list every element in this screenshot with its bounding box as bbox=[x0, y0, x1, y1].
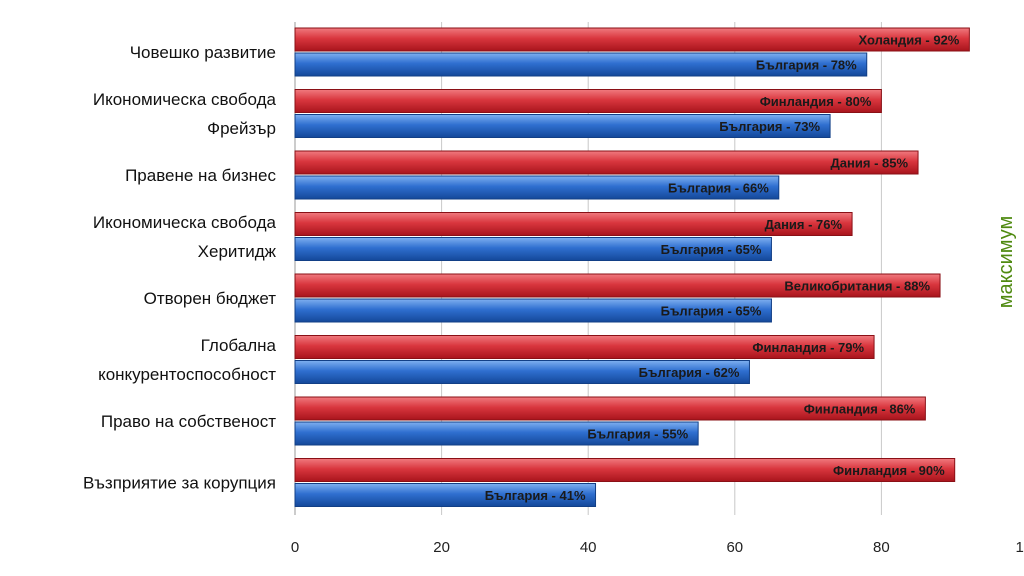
bar-data-label: България - 66% bbox=[668, 181, 769, 196]
bar-bulgaria bbox=[294, 52, 868, 77]
category-label: конкурентоспособност bbox=[98, 365, 276, 384]
bar-leader bbox=[294, 335, 875, 359]
bar-bulgaria bbox=[294, 421, 699, 446]
bar-data-label: България - 55% bbox=[587, 427, 688, 442]
category-label: Отворен бюджет bbox=[144, 289, 277, 308]
x-tick-label: 80 bbox=[873, 539, 890, 556]
category-label: Икономическа свобода bbox=[93, 90, 277, 109]
x-tick-labels: 0 20 40 60 80 100 bbox=[291, 539, 1024, 556]
bar-bulgaria bbox=[294, 298, 772, 323]
bar-bulgaria bbox=[294, 114, 831, 138]
bar-leader bbox=[294, 273, 941, 298]
bar-data-label: Финландия - 86% bbox=[804, 402, 916, 417]
bar-data-label: Финландия - 90% bbox=[833, 463, 945, 478]
category-label: Правене на бизнес bbox=[125, 166, 276, 185]
category-label: Човешко развитие bbox=[130, 43, 276, 62]
category-label: Фрейзър bbox=[207, 119, 276, 138]
x-tick-label: 100 bbox=[1015, 539, 1024, 556]
bar-data-label: България - 65% bbox=[661, 304, 762, 319]
bar-data-label: Дания - 85% bbox=[831, 156, 909, 171]
bar-data-label: България - 41% bbox=[485, 488, 586, 503]
bar-data-label: Великобритания - 88% bbox=[784, 279, 930, 294]
bar-bulgaria bbox=[294, 483, 597, 507]
bar-bulgaria bbox=[294, 237, 772, 261]
bar-data-label: Финландия - 79% bbox=[752, 340, 864, 355]
category-label: Херитидж bbox=[198, 242, 277, 261]
bars: Холандия - 92%България - 78% Финландия - … bbox=[294, 27, 970, 507]
bar-leader bbox=[294, 212, 853, 236]
category-label: Право на собственост bbox=[101, 412, 276, 431]
x-tick-label: 60 bbox=[726, 539, 743, 556]
category-labels: Човешко развитие Икономическа свобода Фрей… bbox=[83, 43, 277, 493]
maximum-marker: максимум bbox=[995, 216, 1017, 309]
bar-leader bbox=[294, 396, 926, 421]
bar-data-label: България - 65% bbox=[661, 242, 762, 257]
bar-data-label: Финландия - 80% bbox=[760, 94, 872, 109]
category-label: Възприятие за корупция bbox=[83, 474, 276, 493]
x-tick-label: 20 bbox=[433, 539, 450, 556]
maximum-label: максимум bbox=[995, 216, 1017, 309]
bar-data-label: България - 73% bbox=[719, 119, 820, 134]
category-label: Глобална bbox=[201, 336, 277, 355]
bar-bulgaria bbox=[294, 175, 780, 200]
bar-bulgaria bbox=[294, 360, 750, 384]
bar-leader bbox=[294, 458, 956, 482]
bar-data-label: Дания - 76% bbox=[765, 217, 843, 232]
bar-leader bbox=[294, 27, 970, 52]
x-tick-label: 0 bbox=[291, 539, 299, 556]
category-label: Икономическа свобода bbox=[93, 213, 277, 232]
bar-data-label: България - 78% bbox=[756, 58, 857, 73]
bar-data-label: България - 62% bbox=[639, 365, 740, 380]
x-tick-label: 40 bbox=[580, 539, 597, 556]
bar-leader bbox=[294, 89, 882, 113]
bar-data-label: Холандия - 92% bbox=[859, 33, 960, 48]
bar-leader bbox=[294, 150, 919, 175]
